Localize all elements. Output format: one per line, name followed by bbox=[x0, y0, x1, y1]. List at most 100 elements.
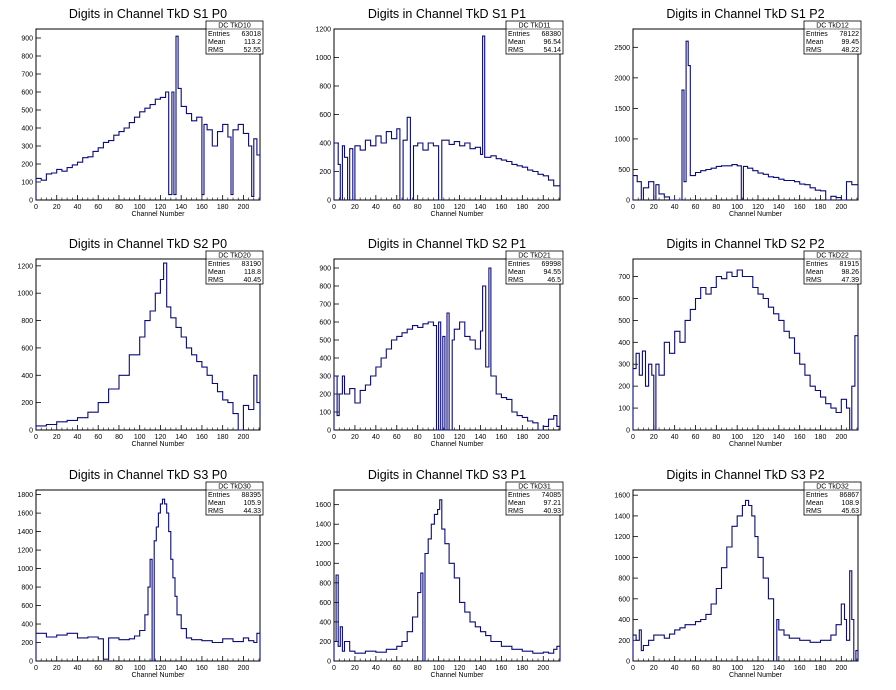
stats-box bbox=[205, 250, 264, 285]
y-tick-label: 800 bbox=[21, 585, 33, 592]
histogram-panel: Digits in Channel TkD S3 P2 0 20 40 60 80 100 1… bbox=[614, 468, 862, 679]
x-tick-label: 180 bbox=[217, 434, 229, 441]
x-tick-label: 180 bbox=[815, 204, 827, 211]
x-tick-label: 0 bbox=[332, 204, 336, 211]
stats-value: 99.45 bbox=[841, 39, 859, 46]
y-tick-label: 1200 bbox=[315, 27, 331, 34]
x-tick-label: 20 bbox=[650, 665, 658, 672]
x-tick-label: 180 bbox=[815, 434, 827, 441]
x-tick-label: 100 bbox=[134, 665, 146, 672]
y-tick-label: 400 bbox=[21, 373, 33, 380]
y-tick-label: 800 bbox=[21, 318, 33, 325]
x-tick-label: 20 bbox=[650, 434, 658, 441]
stats-name: DC TkD22 bbox=[816, 253, 849, 260]
x-tick-label: 140 bbox=[175, 204, 187, 211]
histogram-panel: Digits in Channel TkD S1 P1 0 20 40 60 80 100 1… bbox=[315, 7, 564, 218]
plot-frame bbox=[35, 489, 261, 662]
x-tick-label: 40 bbox=[74, 434, 82, 441]
x-tick-label: 120 bbox=[454, 665, 466, 672]
x-tick-label: 40 bbox=[671, 665, 679, 672]
chart-title: Digits in Channel TkD S1 P2 bbox=[666, 7, 824, 21]
histogram-panel: Digits in Channel TkD S2 P2 0 20 40 60 80 100 1… bbox=[618, 237, 862, 448]
stats-value: 108.9 bbox=[841, 500, 859, 507]
y-tick-label: 400 bbox=[319, 356, 331, 363]
chart-title: Digits in Channel TkD S3 P1 bbox=[368, 468, 526, 482]
x-tick-label: 160 bbox=[196, 665, 208, 672]
histogram-panel: Digits in Channel TkD S1 P2 0 20 40 60 80 100 1… bbox=[614, 7, 862, 218]
y-tick-label: 500 bbox=[21, 108, 33, 115]
y-tick-label: 2000 bbox=[614, 75, 630, 82]
y-tick-label: 1600 bbox=[17, 511, 33, 518]
stats-value: 54.14 bbox=[543, 47, 561, 54]
stats-name: DC TkD20 bbox=[218, 253, 251, 260]
x-tick-label: 40 bbox=[372, 204, 380, 211]
x-tick-label: 100 bbox=[433, 434, 445, 441]
x-tick-label: 80 bbox=[115, 665, 123, 672]
stats-label: Mean bbox=[508, 39, 526, 46]
y-tick-label: 200 bbox=[21, 400, 33, 407]
stats-name: DC TkD11 bbox=[518, 23, 550, 30]
y-tick-label: 700 bbox=[618, 274, 630, 281]
histogram-series bbox=[35, 35, 261, 200]
x-tick-label: 200 bbox=[835, 204, 847, 211]
stats-label: Entries bbox=[208, 261, 230, 268]
x-tick-label: 0 bbox=[631, 204, 635, 211]
y-tick-label: 200 bbox=[618, 638, 630, 645]
plot-frame bbox=[632, 489, 859, 662]
stats-box bbox=[803, 481, 862, 516]
stats-label: RMS bbox=[806, 47, 822, 54]
chart-title: Digits in Channel TkD S1 P0 bbox=[69, 7, 227, 21]
x-tick-label: 160 bbox=[496, 665, 508, 672]
y-tick-label: 1000 bbox=[315, 55, 331, 62]
stats-value: 83190 bbox=[242, 261, 262, 268]
x-tick-label: 140 bbox=[475, 434, 487, 441]
plot-frame bbox=[632, 28, 859, 201]
stats-name: DC TkD12 bbox=[816, 23, 849, 30]
x-tick-label: 40 bbox=[671, 434, 679, 441]
stats-value: 86867 bbox=[840, 492, 860, 499]
stats-value: 97.21 bbox=[543, 500, 561, 507]
x-axis-title: Channel Number bbox=[729, 672, 783, 679]
x-tick-label: 180 bbox=[217, 204, 229, 211]
y-tick-label: 1000 bbox=[614, 555, 630, 562]
y-tick-label: 0 bbox=[29, 428, 33, 435]
x-tick-label: 160 bbox=[794, 204, 806, 211]
x-tick-label: 80 bbox=[115, 204, 123, 211]
x-tick-label: 60 bbox=[393, 204, 401, 211]
x-tick-label: 200 bbox=[238, 204, 250, 211]
y-tick-label: 400 bbox=[618, 617, 630, 624]
x-tick-label: 180 bbox=[217, 665, 229, 672]
x-tick-label: 160 bbox=[196, 434, 208, 441]
y-tick-label: 1400 bbox=[17, 529, 33, 536]
y-tick-label: 0 bbox=[29, 659, 33, 666]
stats-label: RMS bbox=[508, 508, 524, 515]
y-tick-label: 0 bbox=[29, 198, 33, 205]
y-tick-label: 100 bbox=[319, 410, 331, 417]
x-tick-label: 0 bbox=[631, 665, 635, 672]
stats-value: 46.5 bbox=[547, 277, 561, 284]
y-tick-label: 1000 bbox=[17, 566, 33, 573]
x-tick-label: 140 bbox=[475, 204, 487, 211]
chart-title: Digits in Channel TkD S3 P2 bbox=[666, 468, 824, 482]
stats-value: 78122 bbox=[840, 31, 860, 38]
x-tick-label: 60 bbox=[94, 434, 102, 441]
x-tick-label: 140 bbox=[475, 665, 487, 672]
histogram-series bbox=[632, 499, 859, 662]
stats-value: 96.54 bbox=[543, 39, 561, 46]
y-tick-label: 200 bbox=[21, 640, 33, 647]
histogram-series bbox=[333, 499, 561, 662]
x-tick-label: 100 bbox=[433, 665, 445, 672]
x-axis-title: Channel Number bbox=[431, 672, 485, 679]
stats-value: 74085 bbox=[542, 492, 562, 499]
y-tick-label: 200 bbox=[21, 162, 33, 169]
y-tick-label: 900 bbox=[319, 266, 331, 273]
x-tick-label: 20 bbox=[650, 204, 658, 211]
y-tick-label: 1000 bbox=[315, 561, 331, 568]
x-tick-label: 20 bbox=[53, 204, 61, 211]
plot-frame bbox=[35, 28, 261, 201]
x-tick-label: 140 bbox=[175, 665, 187, 672]
x-tick-label: 180 bbox=[516, 665, 528, 672]
y-tick-label: 500 bbox=[618, 167, 630, 174]
chart-title: Digits in Channel TkD S1 P1 bbox=[368, 7, 526, 21]
stats-value: 88395 bbox=[242, 492, 262, 499]
